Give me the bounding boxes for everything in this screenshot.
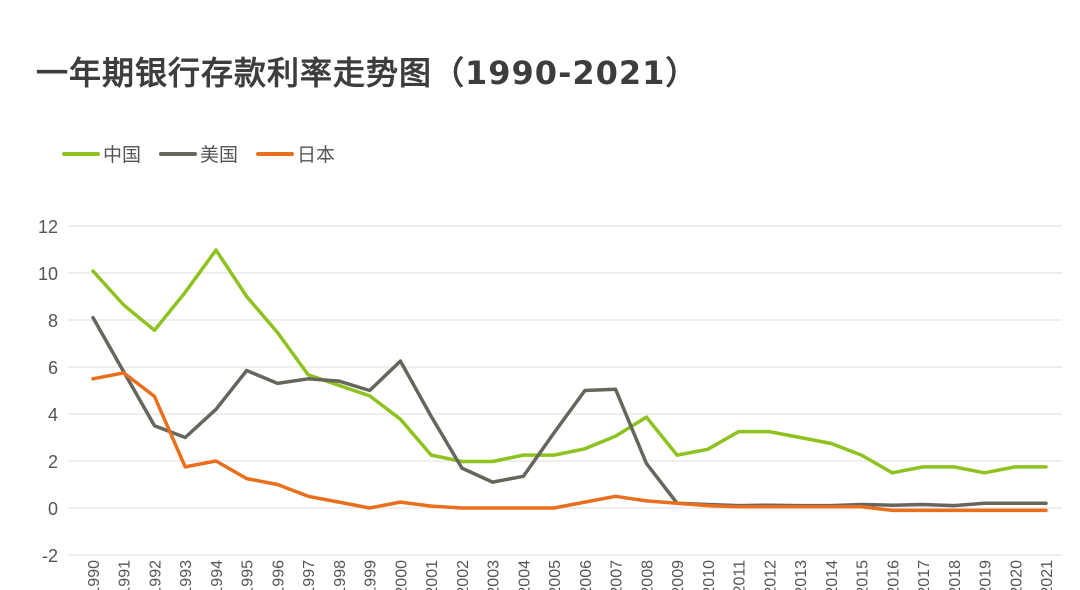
legend: 中国 美国 日本: [62, 140, 335, 167]
y-tick-label: -2: [42, 546, 58, 566]
legend-label-japan: 日本: [297, 144, 336, 166]
x-tick-label: 1995: [240, 560, 257, 590]
x-tick-label: 1994: [209, 560, 226, 590]
x-tick-label: 2014: [824, 560, 841, 590]
series-line-china: [91, 248, 1048, 475]
y-tick-label: 4: [48, 405, 58, 425]
x-tick-label: 2018: [947, 560, 964, 590]
x-tick-label: 1996: [270, 560, 287, 590]
x-tick-label: 2004: [516, 560, 533, 590]
x-tick-label: 1990: [86, 560, 103, 590]
legend-item-china: 中国: [62, 140, 141, 167]
series-line-japan: [91, 371, 1048, 513]
chart-title: 一年期银行存款利率走势图（1990-2021）: [36, 54, 699, 92]
x-tick-label: 2008: [639, 560, 656, 590]
x-tick-label: 2010: [701, 560, 718, 590]
x-tick-label: 2017: [916, 560, 933, 590]
x-tick-label: 1992: [147, 560, 164, 590]
x-tick-label: 2000: [393, 560, 410, 590]
legend-swatch-usa: [159, 151, 198, 156]
legend-label-usa: 美国: [200, 144, 239, 166]
y-tick-label: 6: [48, 358, 58, 378]
x-tick-label: 2006: [578, 560, 595, 590]
x-tick-label: 2013: [793, 560, 810, 590]
x-tick-label: 1997: [301, 560, 318, 590]
legend-item-japan: 日本: [256, 140, 335, 167]
y-tick-label: 0: [48, 499, 58, 519]
legend-item-usa: 美国: [159, 140, 238, 167]
x-tick-label: 2016: [885, 560, 902, 590]
x-tick-label: 1993: [178, 560, 195, 590]
series-line-usa: [91, 315, 1048, 508]
y-tick-label: 8: [48, 311, 58, 331]
x-tick-label: 2015: [855, 560, 872, 590]
x-tick-label: 2012: [762, 560, 779, 590]
x-tick-label: 1999: [363, 560, 380, 590]
x-tick-label: 2020: [1008, 560, 1025, 590]
x-tick-label: 2009: [670, 560, 687, 590]
x-tick-label: 1991: [117, 560, 134, 590]
x-tick-label: 2007: [609, 560, 626, 590]
legend-swatch-japan: [256, 151, 295, 156]
x-tick-label: 1998: [332, 560, 349, 590]
x-tick-label: 2011: [732, 560, 749, 590]
x-tick-label: 2019: [978, 560, 995, 590]
x-tick-label: 2021: [1039, 560, 1056, 590]
x-tick-label: 2001: [424, 560, 441, 590]
x-tick-label: 2002: [455, 560, 472, 590]
y-tick-label: 10: [38, 264, 58, 284]
y-tick-label: 2: [48, 452, 58, 472]
legend-swatch-china: [62, 151, 100, 156]
x-tick-label: 2003: [486, 560, 503, 590]
legend-label-china: 中国: [103, 144, 142, 166]
y-tick-label: 12: [38, 217, 58, 237]
x-tick-label: 2005: [547, 560, 564, 590]
